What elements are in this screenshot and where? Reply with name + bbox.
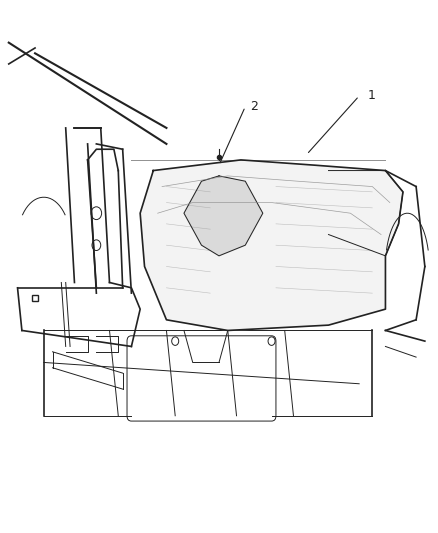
Text: 2: 2 — [250, 100, 258, 113]
Polygon shape — [140, 160, 403, 330]
Polygon shape — [184, 176, 263, 256]
Text: 1: 1 — [368, 90, 376, 102]
